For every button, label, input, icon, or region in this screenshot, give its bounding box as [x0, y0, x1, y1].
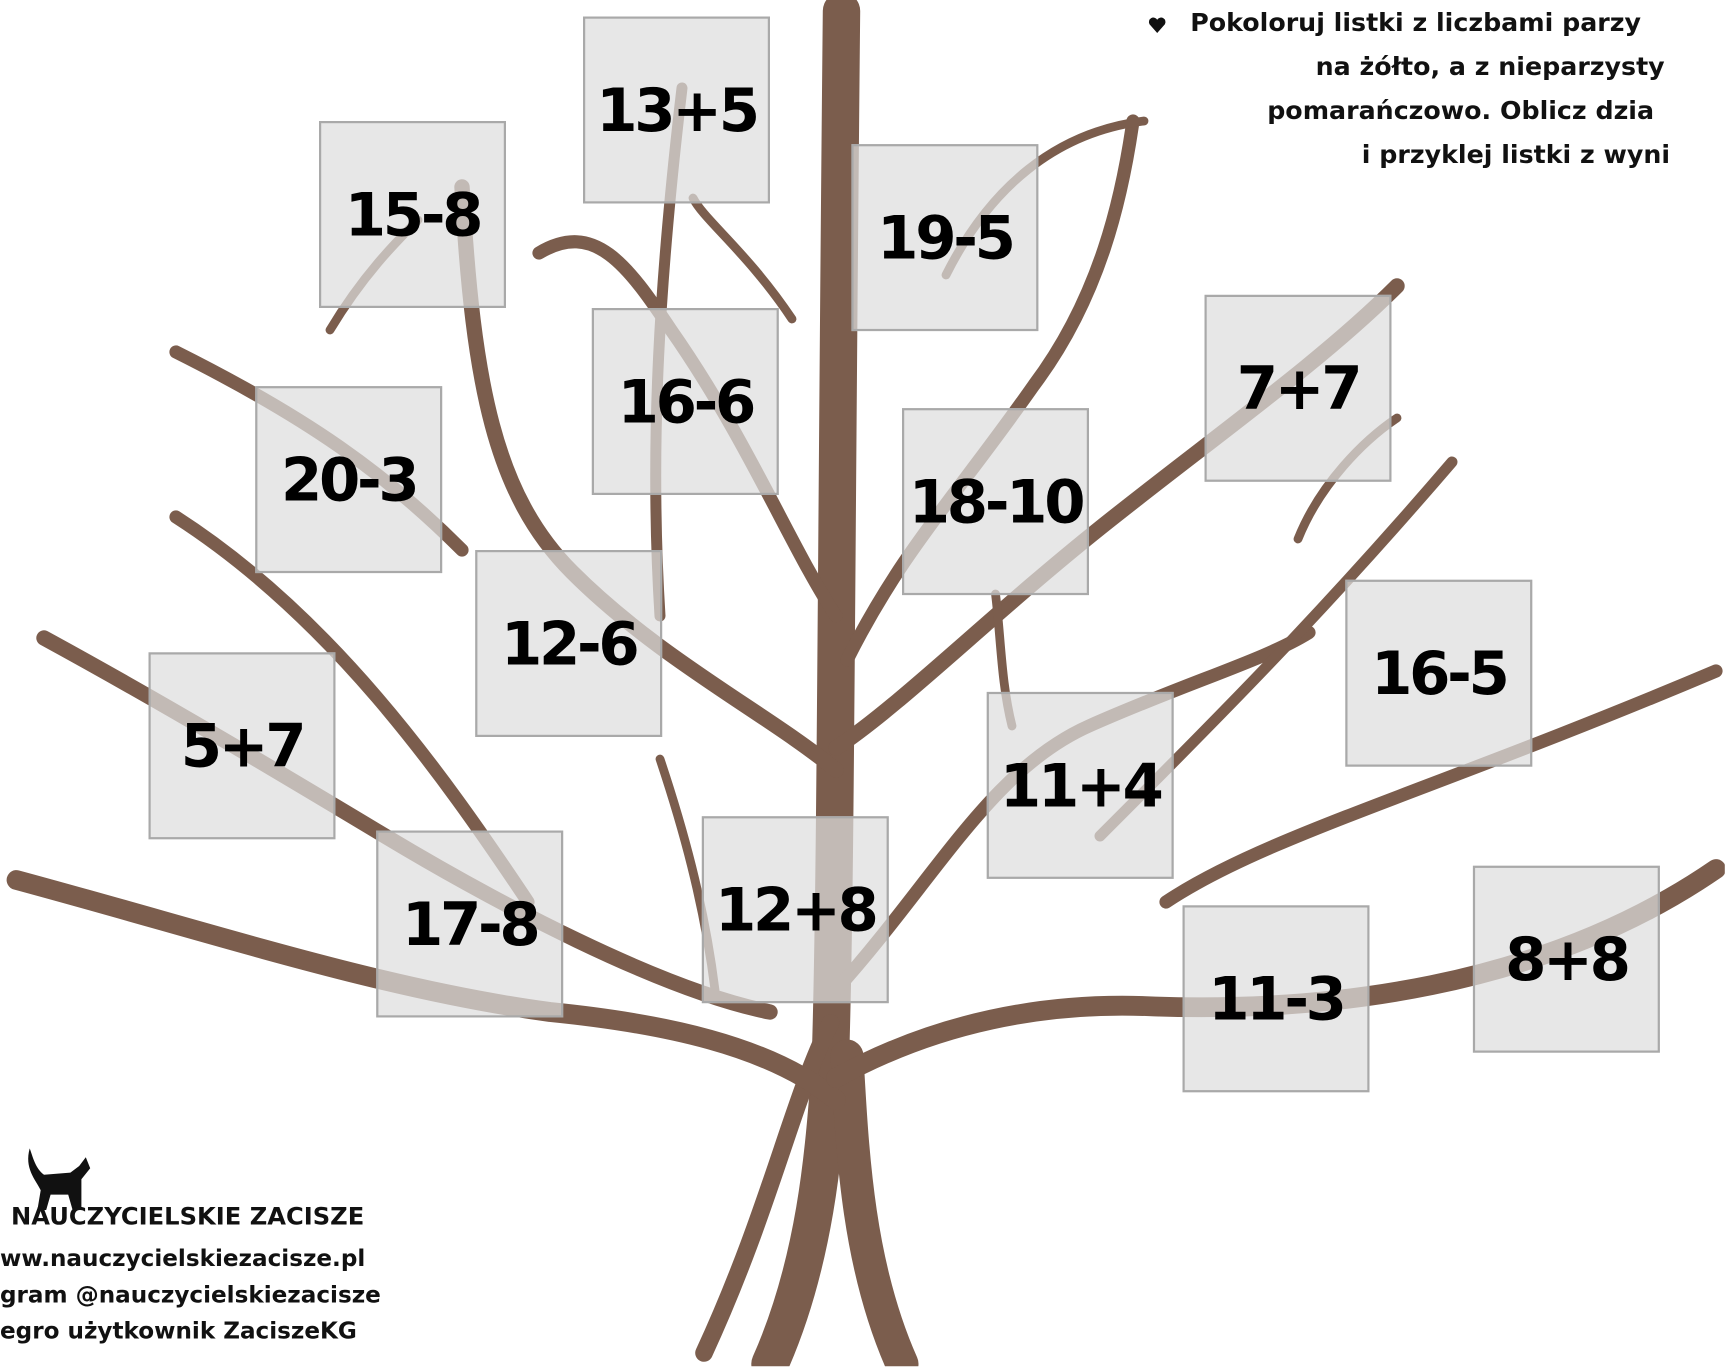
leaf-card: 17-8 — [376, 831, 563, 1018]
leaf-card: 7+7 — [1205, 295, 1392, 482]
instruction-line: Pokoloruj listki z liczbami parzy — [1190, 9, 1641, 38]
leaf-card: 11+4 — [987, 692, 1174, 879]
cat-logo — [24, 1146, 101, 1212]
instruction-line: pomarańczowo. Oblicz dzia — [1267, 97, 1654, 126]
leaf-card: 11-3 — [1183, 905, 1370, 1092]
leaf-card: 12+8 — [702, 816, 889, 1003]
leaf-card: 19-5 — [851, 144, 1038, 331]
footer-line: egro użytkownik ZaciszeKG — [0, 1318, 357, 1344]
footer-line: ww.nauczycielskiezacisze.pl — [0, 1245, 365, 1271]
leaf-card: 18-10 — [902, 408, 1089, 595]
leaf-card: 15-8 — [319, 121, 506, 308]
leaf-card: 13+5 — [583, 17, 770, 204]
leaf-card: 5+7 — [149, 652, 336, 839]
instruction-line: i przyklej listki z wyni — [1362, 141, 1670, 170]
page: Pokoloruj listki z liczbami parzy na żół… — [0, 0, 1726, 1367]
leaf-card: 12-6 — [475, 550, 662, 737]
leaf-card: 20-3 — [255, 386, 442, 573]
worksheet: Pokoloruj listki z liczbami parzy na żół… — [0, 0, 1725, 1366]
brand-name: NAUCZYCIELSKIE ZACISZE — [11, 1203, 364, 1231]
leaf-card: 16-6 — [592, 308, 779, 495]
leaf-card: 8+8 — [1473, 866, 1660, 1053]
leaf-card: 16-5 — [1345, 580, 1532, 767]
bullet-heart — [1146, 14, 1168, 36]
instruction-line: na żółto, a z nieparzysty — [1316, 53, 1665, 82]
footer-line: gram @nauczycielskiezacisze — [0, 1282, 381, 1308]
